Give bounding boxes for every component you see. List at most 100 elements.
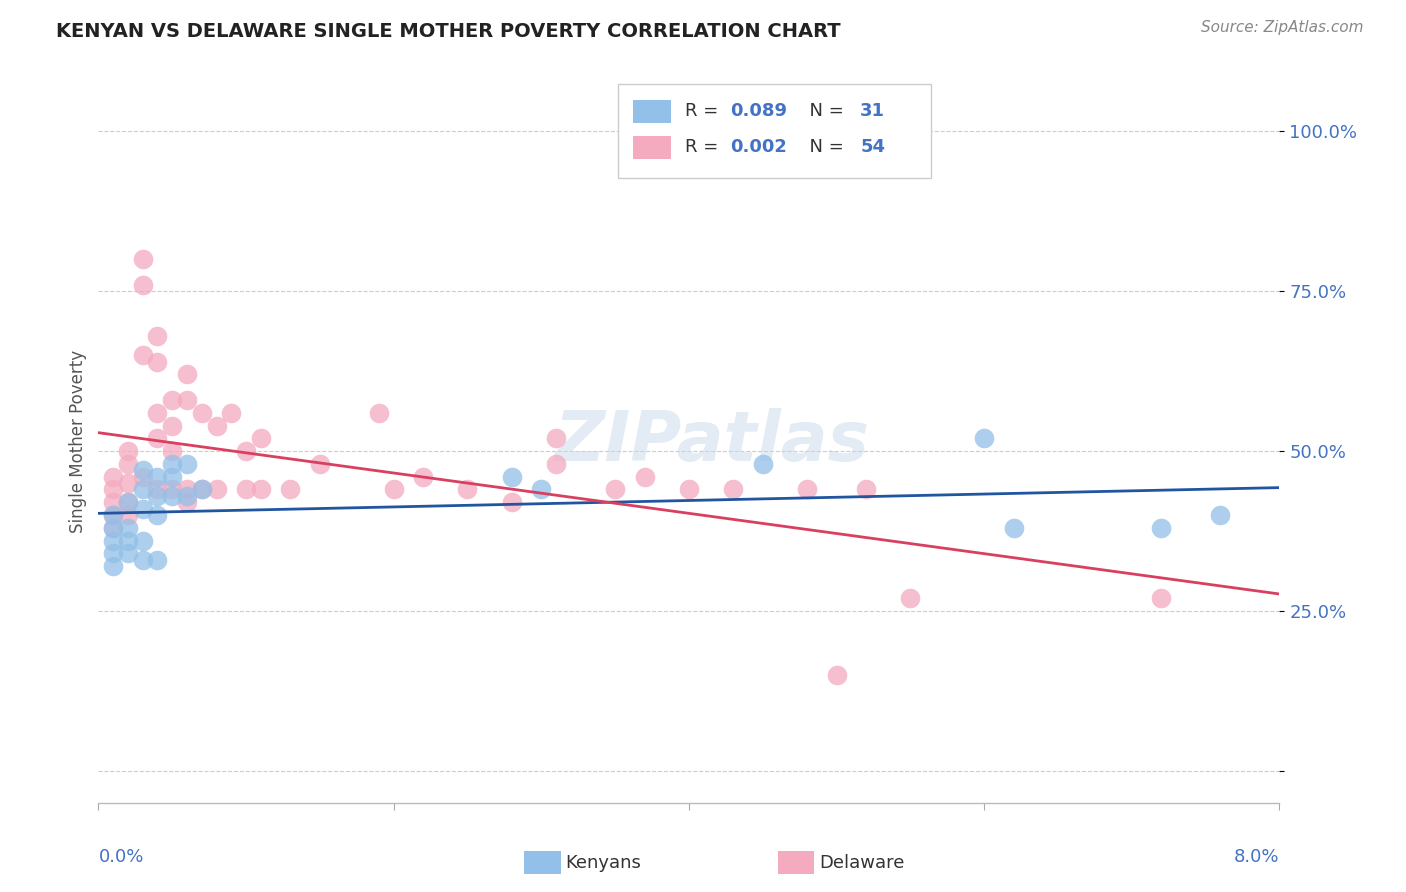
Point <box>752 457 775 471</box>
Point <box>103 546 125 560</box>
Point <box>678 483 700 497</box>
Text: Kenyans: Kenyans <box>565 854 641 871</box>
Point <box>501 469 523 483</box>
Point <box>103 483 125 497</box>
Point <box>205 418 228 433</box>
Point <box>900 591 922 606</box>
Point <box>205 483 228 497</box>
Point <box>1002 521 1025 535</box>
Point <box>973 431 995 445</box>
Point <box>162 489 183 503</box>
Point <box>103 495 125 509</box>
Point <box>176 489 198 503</box>
Point <box>176 392 198 407</box>
Point <box>1150 591 1173 606</box>
Point <box>162 457 183 471</box>
FancyBboxPatch shape <box>634 136 671 159</box>
Point <box>103 469 125 483</box>
Point <box>132 553 155 567</box>
Point <box>117 444 139 458</box>
Point <box>191 483 214 497</box>
Y-axis label: Single Mother Poverty: Single Mother Poverty <box>69 350 87 533</box>
Point <box>796 483 818 497</box>
Text: R =: R = <box>685 138 724 156</box>
Text: N =: N = <box>797 103 849 120</box>
Point <box>146 354 169 368</box>
Point <box>117 546 139 560</box>
Text: 54: 54 <box>860 138 886 156</box>
Point <box>250 483 273 497</box>
FancyBboxPatch shape <box>634 100 671 123</box>
Point <box>132 277 155 292</box>
Text: Source: ZipAtlas.com: Source: ZipAtlas.com <box>1201 20 1364 35</box>
Point <box>132 469 155 483</box>
Point <box>368 406 391 420</box>
Point <box>117 521 139 535</box>
Point <box>103 508 125 522</box>
Point <box>235 444 257 458</box>
Point <box>309 457 332 471</box>
Point <box>191 406 214 420</box>
Point <box>501 495 523 509</box>
Point <box>176 457 198 471</box>
Point <box>146 489 169 503</box>
Point <box>280 483 302 497</box>
Point <box>132 463 155 477</box>
Point <box>382 483 405 497</box>
Point <box>146 483 169 497</box>
Point <box>103 559 125 574</box>
Point <box>191 483 214 497</box>
Point <box>546 457 568 471</box>
Point <box>412 469 434 483</box>
Point <box>162 469 183 483</box>
FancyBboxPatch shape <box>619 84 931 178</box>
Point <box>162 418 183 433</box>
Point <box>103 521 125 535</box>
Point <box>146 469 169 483</box>
Point <box>221 406 243 420</box>
Point <box>146 508 169 522</box>
Point <box>117 533 139 548</box>
Point <box>117 495 139 509</box>
Text: 0.002: 0.002 <box>730 138 787 156</box>
Point <box>103 533 125 548</box>
Point <box>146 406 169 420</box>
Point <box>1150 521 1173 535</box>
Point <box>162 483 183 497</box>
Point <box>855 483 877 497</box>
Point <box>250 431 273 445</box>
Point <box>146 431 169 445</box>
Text: N =: N = <box>797 138 849 156</box>
Text: ZIPatlas: ZIPatlas <box>555 408 870 475</box>
Point <box>103 521 125 535</box>
Point <box>176 495 198 509</box>
Point <box>132 483 155 497</box>
Point <box>162 444 183 458</box>
Point <box>117 476 139 491</box>
Text: 0.0%: 0.0% <box>98 847 143 865</box>
Point <box>235 483 257 497</box>
Text: Delaware: Delaware <box>820 854 905 871</box>
Text: KENYAN VS DELAWARE SINGLE MOTHER POVERTY CORRELATION CHART: KENYAN VS DELAWARE SINGLE MOTHER POVERTY… <box>56 22 841 41</box>
Point <box>176 368 198 382</box>
Point <box>605 483 627 497</box>
Point <box>146 553 169 567</box>
Text: 0.089: 0.089 <box>730 103 787 120</box>
Point <box>825 668 848 682</box>
Point <box>132 533 155 548</box>
Point <box>132 348 155 362</box>
Point <box>162 392 183 407</box>
Text: 8.0%: 8.0% <box>1234 847 1279 865</box>
Point <box>103 508 125 522</box>
Point <box>146 329 169 343</box>
Point <box>457 483 479 497</box>
Text: R =: R = <box>685 103 724 120</box>
Point <box>634 469 657 483</box>
Point <box>1209 508 1232 522</box>
Text: 31: 31 <box>860 103 886 120</box>
Point <box>117 457 139 471</box>
Point <box>723 483 745 497</box>
Point <box>117 495 139 509</box>
Point <box>132 501 155 516</box>
Point <box>176 483 198 497</box>
